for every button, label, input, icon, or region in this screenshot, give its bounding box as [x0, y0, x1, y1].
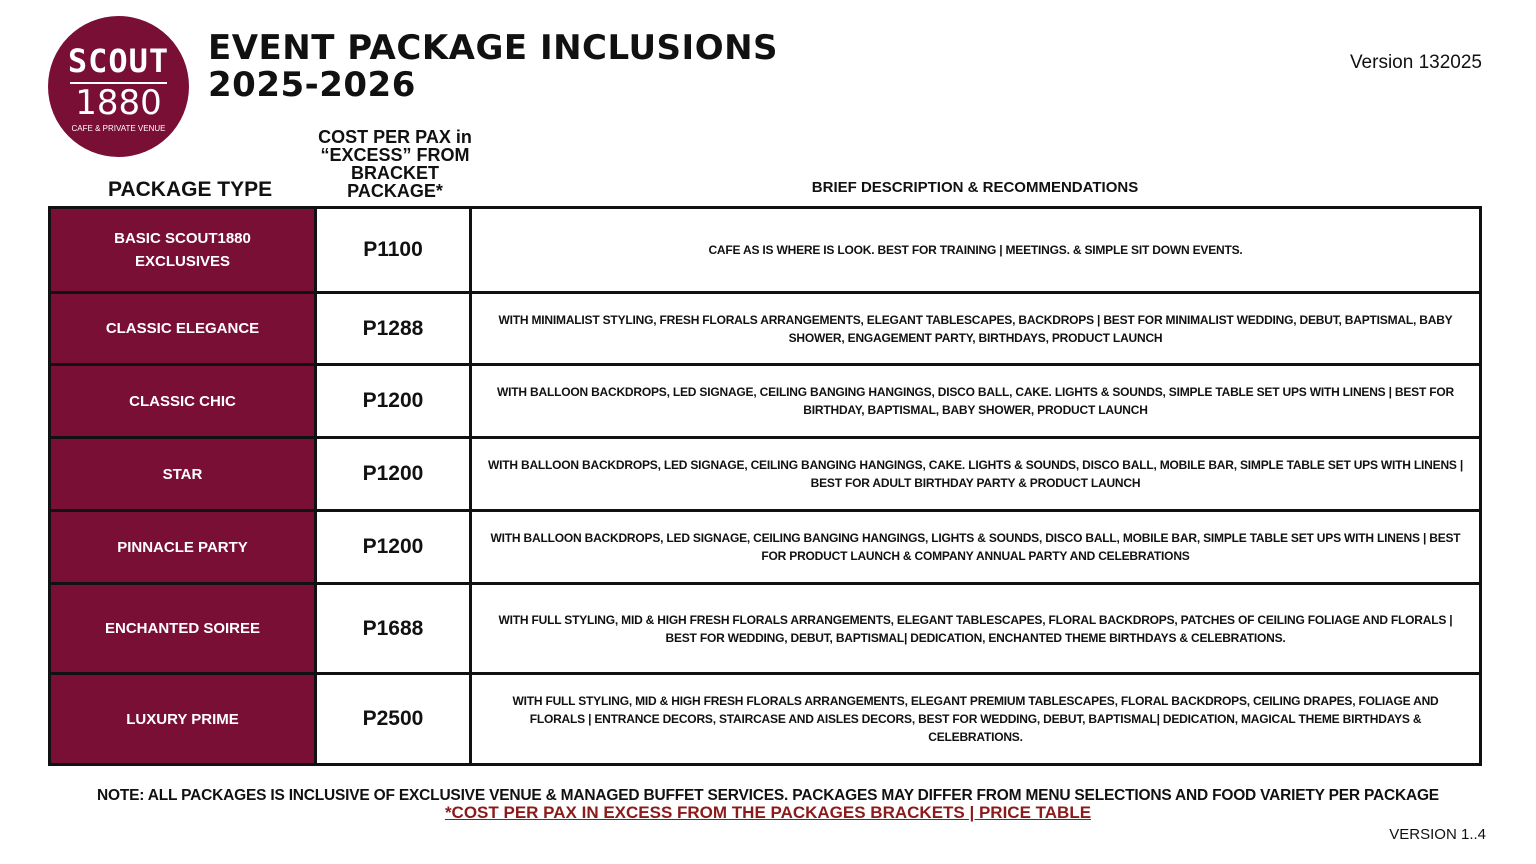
title-line-2: 2025-2026 [208, 65, 416, 105]
package-name: STAR [48, 436, 317, 512]
table-row: ENCHANTED SOIREE P1688 WITH FULL STYLING, … [48, 582, 1482, 675]
header-description: BRIEF DESCRIPTION & RECOMMENDATIONS [811, 179, 1139, 196]
logo-divider [70, 82, 167, 84]
package-description: CAFE AS IS WHERE IS LOOK. BEST FOR TRAIN… [469, 206, 1482, 294]
package-cost: P1200 [314, 436, 472, 512]
header-package-type: PACKAGE TYPE [108, 178, 273, 201]
table-row: BASIC SCOUT1880 EXCLUSIVES P1100 CAFE AS I… [48, 206, 1482, 294]
version-label: Version 132025 [1349, 52, 1482, 73]
table-row: PINNACLE PARTY P1200 WITH BALLOON BACKDROP… [48, 509, 1482, 585]
package-cost: P1688 [314, 582, 472, 675]
price-table-link[interactable]: *COST PER PAX IN EXCESS FROM THE PACKAGE… [444, 803, 1092, 822]
header-cost: COST PER PAX in “EXCESS” FROM BRACKET PA… [318, 127, 472, 201]
package-table: BASIC SCOUT1880 EXCLUSIVES P1100 CAFE AS I… [48, 206, 1482, 766]
package-cost: P1100 [314, 206, 472, 294]
table-row: CLASSIC CHIC P1200 WITH BALLOON BACKDROPS,… [48, 363, 1482, 439]
package-name: CLASSIC CHIC [48, 363, 317, 439]
package-cost: P2500 [314, 672, 472, 766]
table-row: CLASSIC ELEGANCE P1288 WITH MINIMALIST STY… [48, 291, 1482, 366]
logo-tagline: CAFE & PRIVATE VENUE [71, 124, 166, 133]
table-row: LUXURY PRIME P2500 WITH FULL STYLING, MID … [48, 672, 1482, 766]
package-name: BASIC SCOUT1880 EXCLUSIVES [48, 206, 317, 294]
package-name: ENCHANTED SOIREE [48, 582, 317, 675]
package-name: LUXURY PRIME [48, 672, 317, 766]
scout1880-logo: SCOUT 1880 CAFE & PRIVATE VENUE [48, 16, 189, 157]
logo-text-scout: SCOUT [67, 42, 170, 80]
note: NOTE: ALL PACKAGES IS INCLUSIVE OF EXCLU… [0, 787, 1536, 822]
package-cost: P1200 [314, 363, 472, 439]
title-line-1: EVENT PACKAGE INCLUSIONS [208, 28, 779, 68]
logo-text-1880: 1880 [75, 83, 162, 123]
package-cost: P1288 [314, 291, 472, 366]
package-description: WITH MINIMALIST STYLING, FRESH FLORALS A… [469, 291, 1482, 366]
package-description: WITH FULL STYLING, MID & HIGH FRESH FLOR… [469, 582, 1482, 675]
package-description: WITH BALLOON BACKDROPS, LED SIGNAGE, CEI… [469, 509, 1482, 585]
package-cost: P1200 [314, 509, 472, 585]
note-text: NOTE: ALL PACKAGES IS INCLUSIVE OF EXCLU… [97, 787, 1439, 804]
package-description: WITH BALLOON BACKDROPS, LED SIGNAGE, CEI… [469, 436, 1482, 512]
footer-version: VERSION 1..4 [1389, 826, 1486, 843]
package-name: CLASSIC ELEGANCE [48, 291, 317, 366]
page-title: EVENT PACKAGE INCLUSIONS 2025-2026 [208, 30, 778, 104]
package-name: PINNACLE PARTY [48, 509, 317, 585]
package-description: WITH FULL STYLING, MID & HIGH FRESH FLOR… [469, 672, 1482, 766]
table-row: STAR P1200 WITH BALLOON BACKDROPS, LED SIG… [48, 436, 1482, 512]
package-description: WITH BALLOON BACKDROPS, LED SIGNAGE, CEI… [469, 363, 1482, 439]
